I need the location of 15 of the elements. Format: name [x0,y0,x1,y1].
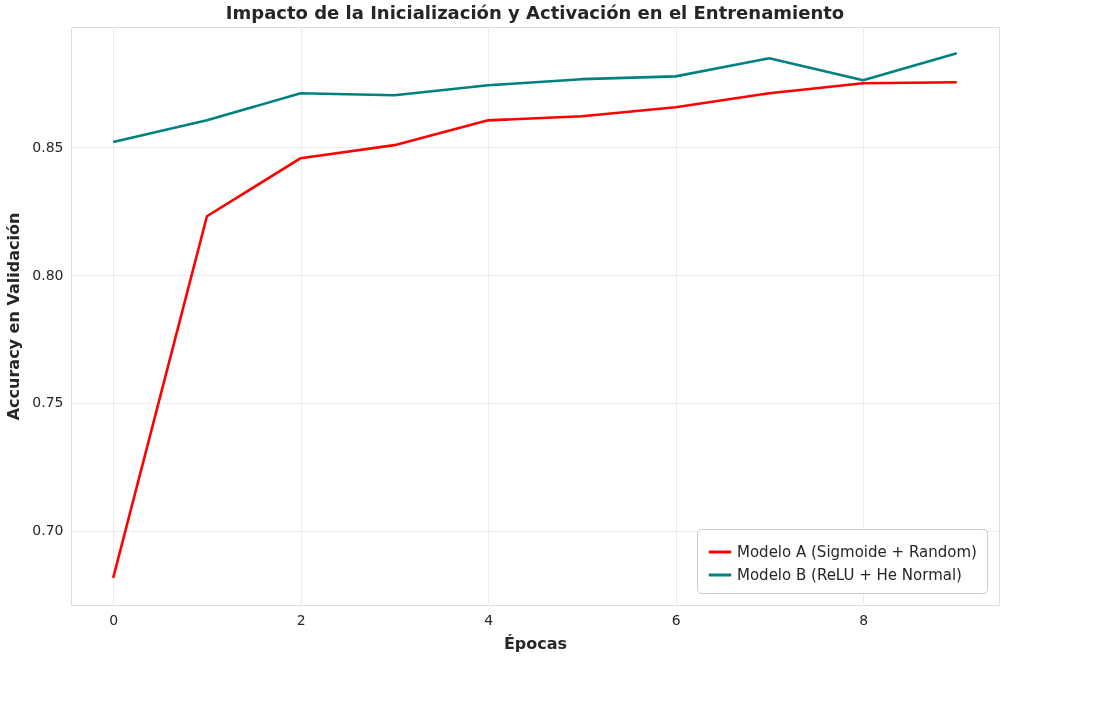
y-tick-label: 0.75 [32,394,64,411]
legend-label: Modelo A (Sigmoide + Random) [737,543,977,561]
x-tick-label: 0 [109,611,119,628]
x-axis-title: Épocas [503,633,568,653]
x-tick-label: 2 [296,611,306,628]
y-tick-label: 0.70 [32,522,64,539]
y-tick-label: 0.80 [32,266,64,283]
legend-label: Modelo B (ReLU + He Normal) [737,566,962,584]
line-series [111,52,959,144]
chart-title: Impacto de la Inicialización y Activación en el Entrenamiento [225,2,845,23]
y-tick-label: 0.85 [32,138,64,155]
x-tick-label: 4 [484,611,494,628]
y-axis-title: Accuracy en Validación [4,212,24,421]
x-tick-label: 6 [671,611,681,628]
x-tick-label: 8 [859,611,869,628]
